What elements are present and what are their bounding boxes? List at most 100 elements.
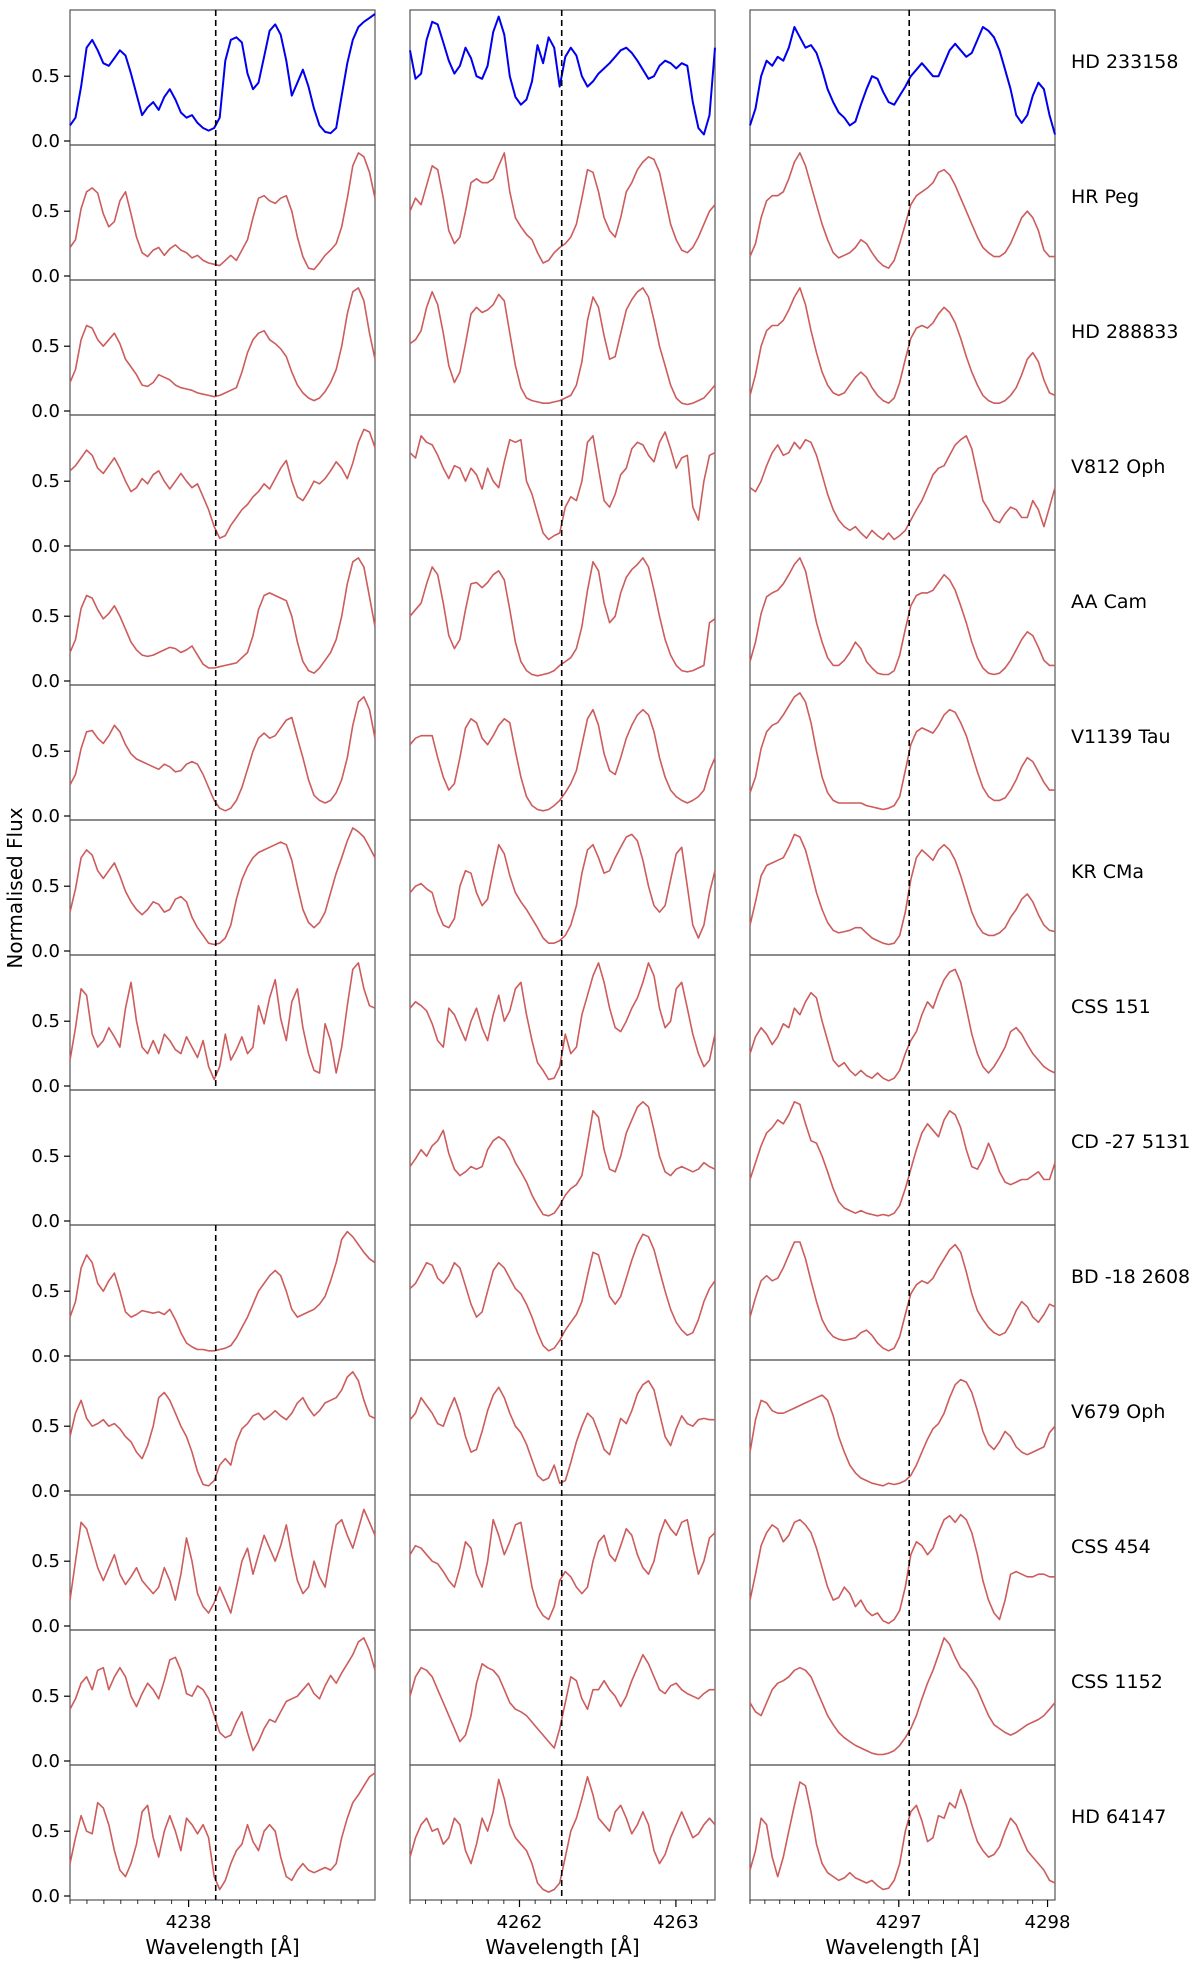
star-label: V812 Oph (1071, 456, 1165, 478)
panel-frame (749, 1764, 1056, 1901)
spectrum-line-v812-oph (69, 428, 376, 539)
spectrum-line-hd-288833 (749, 287, 1056, 404)
y-tick-label: 0.5 (31, 741, 60, 762)
y-tick-label: 0.0 (31, 1481, 60, 1502)
spectrum-line-v679-oph (749, 1378, 1056, 1487)
star-label: CSS 151 (1071, 996, 1151, 1018)
star-label: HD 233158 (1071, 51, 1179, 73)
y-tick-label: 0.5 (31, 471, 60, 492)
spectrum-line-cd-27-5131 (409, 1101, 716, 1217)
panel-frame (749, 954, 1056, 1091)
star-label: V1139 Tau (1071, 726, 1171, 748)
y-tick-label: 0.5 (31, 1281, 60, 1302)
spectrum-line-hd-64147 (69, 1772, 376, 1891)
spectrum-line-css-1152 (749, 1637, 1056, 1756)
panel-frame (69, 144, 376, 281)
y-tick-label: 0.5 (31, 1686, 60, 1707)
spectrum-line-v812-oph (749, 435, 1056, 541)
star-label: KR CMa (1071, 861, 1144, 883)
y-tick-label: 0.0 (31, 1616, 60, 1637)
spectrum-line-css-454 (409, 1518, 716, 1621)
star-label: CD -27 5131 (1071, 1131, 1190, 1153)
spectrum-line-css-454 (749, 1513, 1055, 1625)
panel-frame (749, 1089, 1056, 1226)
spectrum-line-hd-233158 (69, 13, 376, 135)
x-tick-label: 4262 (497, 1912, 543, 1933)
panel-frame (69, 684, 376, 821)
y-tick-label: 0.5 (31, 1146, 60, 1167)
panel-frame (69, 1764, 376, 1901)
panel-frame (749, 1224, 1056, 1361)
panel-frame (749, 549, 1056, 686)
spectrum-line-css-151 (749, 968, 1056, 1082)
star-label: BD -18 2608 (1071, 1266, 1190, 1288)
panel-frame (69, 549, 376, 686)
y-tick-label: 0.5 (31, 1821, 60, 1842)
x-tick-label: 4298 (1025, 1912, 1071, 1933)
y-tick-label: 0.0 (31, 941, 60, 962)
y-tick-label: 0.5 (31, 1011, 60, 1032)
x-axis-label: Wavelength [Å] (825, 1935, 979, 1959)
star-label: AA Cam (1071, 591, 1147, 613)
star-label: HD 64147 (1071, 1806, 1166, 1828)
panel-frame (749, 279, 1056, 416)
spectrum-line-hd-288833 (409, 287, 716, 406)
spectrum-line-hr-peg (749, 152, 1055, 269)
y-tick-label: 0.0 (31, 806, 60, 827)
y-tick-label: 0.0 (31, 1751, 60, 1772)
star-label: CSS 1152 (1071, 1671, 1163, 1693)
y-tick-label: 0.0 (31, 536, 60, 557)
spectrum-line-kr-cma (69, 827, 376, 946)
x-axis-label: Wavelength [Å] (145, 1935, 299, 1959)
x-tick-label: 4297 (876, 1912, 922, 1933)
spectrum-line-hd-233158 (749, 26, 1056, 135)
y-tick-label: 0.5 (31, 66, 60, 87)
spectrum-line-aa-cam (69, 557, 376, 674)
panel-frame (69, 414, 376, 551)
spectrum-line-hd-288833 (69, 287, 376, 402)
spectrum-line-bd-18-2608 (69, 1230, 376, 1352)
panel-frame (749, 414, 1056, 551)
y-tick-label: 0.5 (31, 1416, 60, 1437)
panel-frame (69, 1629, 376, 1766)
y-tick-label: 0.5 (31, 606, 60, 627)
spectrum-line-kr-cma (749, 833, 1056, 946)
y-tick-label: 0.0 (31, 131, 60, 152)
y-tick-label: 0.0 (31, 266, 60, 287)
panel-frame (749, 819, 1056, 956)
y-tick-label: 0.0 (31, 1886, 60, 1907)
x-tick-label: 4238 (166, 1912, 212, 1933)
y-tick-label: 0.0 (31, 671, 60, 692)
spectrum-line-css-1152 (69, 1637, 376, 1752)
panel-frame (749, 144, 1056, 281)
spectrum-line-css-454 (69, 1508, 376, 1614)
star-label: V679 Oph (1071, 1401, 1165, 1423)
panel-frame (69, 1089, 376, 1226)
y-tick-label: 0.0 (31, 401, 60, 422)
panel-frame (69, 1224, 376, 1361)
spectrum-line-css-151 (69, 962, 376, 1081)
spectrum-line-v1139-tau (69, 696, 376, 812)
y-tick-label: 0.5 (31, 1551, 60, 1572)
star-label: HD 288833 (1071, 321, 1179, 343)
spectrum-line-cd-27-5131 (749, 1101, 1056, 1217)
spectrum-line-v1139-tau (749, 692, 1055, 811)
panel-frame (749, 684, 1056, 821)
panel-frame (69, 9, 376, 146)
panel-frame (749, 1494, 1056, 1631)
star-label: HR Peg (1071, 186, 1139, 208)
y-tick-label: 0.5 (31, 876, 60, 897)
x-axis-label: Wavelength [Å] (485, 1935, 639, 1959)
spectrum-line-v1139-tau (409, 708, 716, 812)
panel-frame (69, 954, 376, 1091)
panel-frame (749, 1629, 1056, 1766)
spectrum-line-bd-18-2608 (749, 1241, 1056, 1352)
spectrum-line-aa-cam (749, 557, 1055, 676)
y-tick-label: 0.5 (31, 336, 60, 357)
star-label: CSS 454 (1071, 1536, 1151, 1558)
spectrum-line-hr-peg (69, 152, 376, 271)
y-tick-label: 0.5 (31, 201, 60, 222)
panel-frame (69, 1359, 376, 1496)
spectrum-line-hd-64147 (749, 1781, 1056, 1891)
